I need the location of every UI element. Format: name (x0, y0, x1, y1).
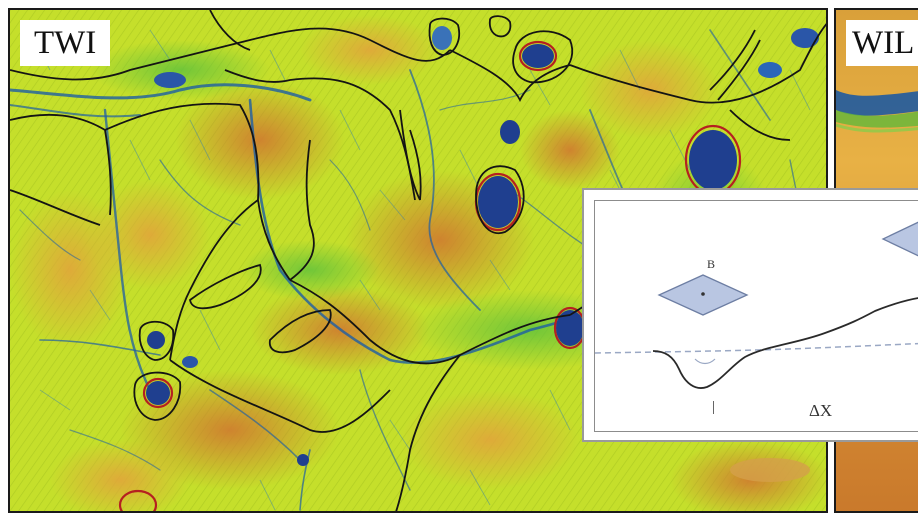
cell-i-marker: | (712, 399, 716, 415)
wil-panel-label: WIL (846, 20, 918, 66)
wetland-depressions (146, 26, 819, 482)
twi-panel-label: TWI (20, 20, 111, 66)
terrain-profile-line (652, 297, 918, 389)
delta-x-label: ΔX (809, 401, 833, 420)
terrain-profile-diagram (595, 221, 918, 389)
profile-inset-frame: B | ΔX (594, 200, 918, 432)
twi-map-panel: TWI (8, 8, 828, 513)
diamond-cell-icon-2 (881, 221, 918, 257)
cell-b-label: B (707, 257, 716, 271)
reference-line (595, 342, 918, 354)
twi-raster-map (10, 10, 826, 511)
profile-inset: B | ΔX (582, 188, 918, 442)
